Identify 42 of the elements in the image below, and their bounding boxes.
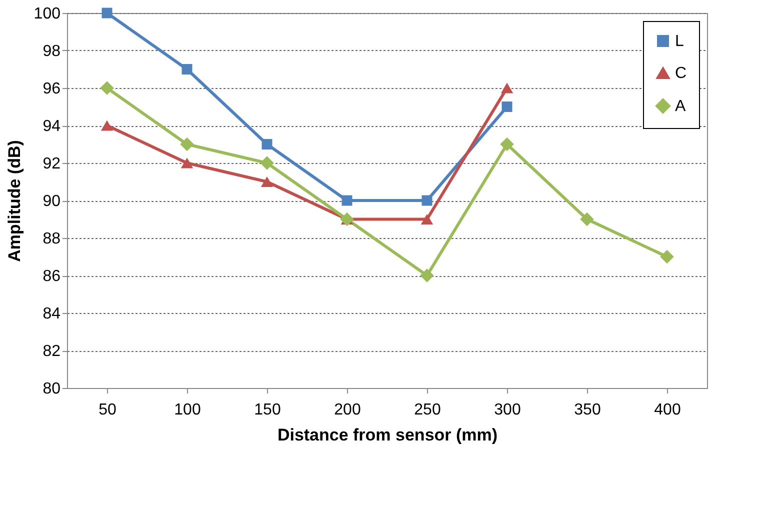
- point: [100, 120, 114, 131]
- x-tick-label: 100: [174, 402, 201, 418]
- y-tick-label: 100: [34, 6, 61, 22]
- x-tick-label: 300: [494, 402, 521, 418]
- point: [100, 81, 114, 95]
- point: [180, 137, 194, 152]
- point: [420, 268, 434, 282]
- point: [422, 195, 432, 206]
- x-tick-label: 400: [654, 402, 681, 418]
- point: [180, 158, 194, 168]
- point: [502, 102, 512, 112]
- point: [660, 250, 674, 264]
- point: [342, 195, 352, 206]
- x-tick-label: 200: [334, 402, 361, 418]
- y-tick-label: 92: [42, 156, 61, 172]
- legend-label: A: [675, 98, 686, 115]
- x-tick-label: 150: [254, 402, 281, 418]
- y-tick-label: 84: [42, 306, 61, 322]
- y-tick-label: 98: [42, 43, 61, 60]
- x-tick-label: 250: [414, 402, 441, 418]
- x-tick-label: 350: [574, 402, 601, 418]
- point: [182, 64, 192, 74]
- y-tick-label: 80: [42, 380, 61, 398]
- x-axis-title: Distance from sensor (mm): [277, 426, 498, 444]
- point: [262, 139, 272, 150]
- point: [580, 212, 594, 226]
- legend-label: C: [675, 65, 687, 82]
- x-tick-label: 50: [98, 402, 116, 418]
- y-tick-label: 96: [42, 80, 61, 98]
- y-tick-label: 86: [42, 268, 61, 285]
- point: [260, 156, 274, 170]
- y-tick-label: 90: [42, 193, 61, 210]
- point: [500, 82, 514, 94]
- y-tick-label: 94: [42, 118, 61, 135]
- y-axis-title: Amplitude (dB): [4, 140, 24, 262]
- y-tick-label: 88: [42, 230, 61, 248]
- point: [102, 8, 112, 18]
- point: [500, 137, 514, 152]
- legend-label: L: [675, 33, 684, 50]
- point: [420, 214, 434, 225]
- y-tick-label: 82: [42, 343, 61, 360]
- point: [260, 176, 274, 188]
